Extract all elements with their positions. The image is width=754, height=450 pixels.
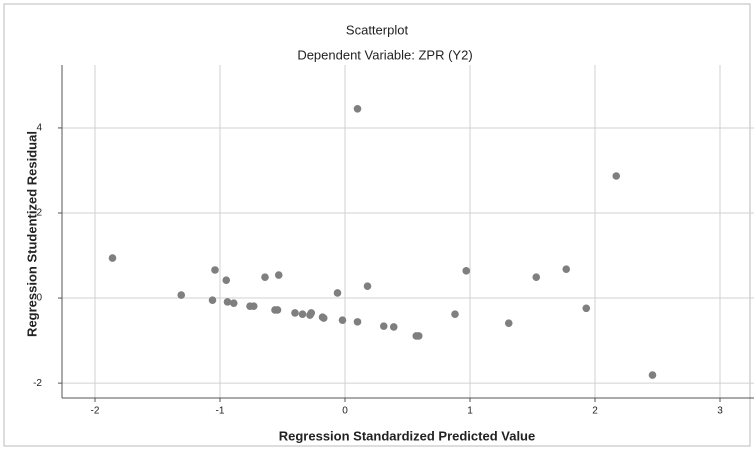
point: [320, 314, 328, 322]
y-tick-label: 4: [36, 123, 42, 134]
point: [364, 282, 372, 290]
point: [354, 318, 362, 326]
x-tick-label: 2: [592, 406, 598, 417]
point: [380, 322, 388, 330]
point: [562, 265, 570, 273]
chart-frame: [4, 4, 750, 446]
point: [275, 271, 283, 279]
point: [109, 254, 117, 262]
point: [334, 289, 342, 297]
point: [462, 267, 470, 275]
y-tick-label: 2: [36, 208, 42, 219]
point: [261, 273, 269, 281]
point: [390, 323, 398, 331]
point: [649, 371, 657, 379]
x-tick-label: 3: [717, 406, 723, 417]
point: [451, 310, 459, 318]
chart: Scatterplot Dependent Variable: ZPR (Y2)…: [0, 0, 754, 450]
point: [177, 291, 185, 299]
x-tick-label: -2: [91, 406, 100, 417]
chart-subtitle: Dependent Variable: ZPR (Y2): [297, 47, 472, 62]
point: [274, 306, 282, 314]
point: [415, 332, 423, 340]
point: [505, 319, 513, 327]
point: [222, 276, 230, 284]
x-tick-label: 0: [342, 406, 348, 417]
point: [211, 266, 219, 274]
point: [299, 310, 307, 318]
point: [291, 309, 299, 317]
chart-title: Scatterplot: [346, 22, 409, 37]
y-tick-label: -2: [33, 378, 42, 389]
point: [224, 298, 232, 306]
y-tick-label: 0: [36, 293, 42, 304]
point: [250, 302, 258, 310]
point: [209, 296, 217, 304]
y-axis-label: Regression Studentized Residual: [24, 131, 39, 337]
point: [582, 304, 590, 312]
point: [612, 172, 620, 180]
point: [339, 316, 347, 324]
point: [230, 299, 238, 307]
point: [307, 309, 315, 317]
x-axis-label: Regression Standardized Predicted Value: [279, 428, 535, 443]
x-tick-label: 1: [467, 406, 473, 417]
point: [532, 273, 540, 281]
x-tick-label: -1: [216, 406, 225, 417]
point: [354, 105, 362, 113]
